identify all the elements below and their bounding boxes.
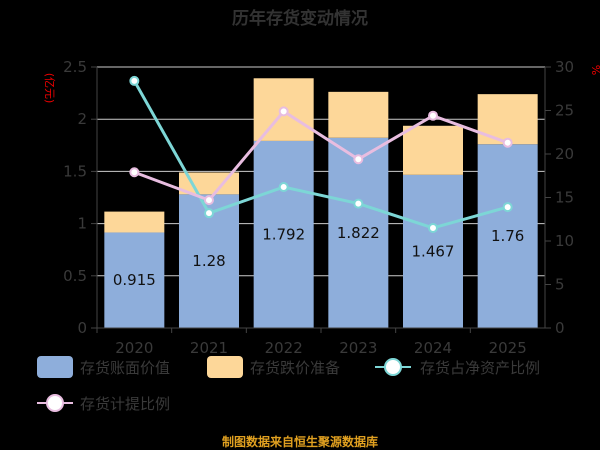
- source-footer: 制图数据来自恒生聚源数据库: [222, 434, 378, 449]
- line-net-asset-ratio: [133, 80, 509, 230]
- point-provision-ratio: [278, 106, 289, 117]
- y-left-tick-label: 2: [77, 110, 87, 128]
- legend-marker-net-asset-ratio: [384, 358, 402, 376]
- legend-provision-ratio[interactable]: 存货计提比例: [80, 395, 170, 413]
- x-tick-label: 2025: [489, 339, 527, 357]
- y-left-tick-label: 1.5: [63, 162, 87, 180]
- bar-impairment: [328, 91, 389, 138]
- point-provision-ratio: [502, 137, 513, 148]
- legend-book-value[interactable]: 存货账面价值: [80, 359, 170, 377]
- y-left-tick-label: 0: [77, 319, 87, 337]
- bar-impairment: [403, 125, 463, 175]
- bar-value-label: 0.915: [113, 271, 156, 289]
- point-net-asset-ratio: [502, 202, 513, 213]
- legend-swatch-book-value: [37, 356, 73, 378]
- y-right-tick-label: 10: [555, 232, 574, 250]
- y-right-tick-label: 25: [555, 102, 574, 120]
- point-provision-ratio: [353, 154, 364, 165]
- bar-book-value: [104, 232, 165, 328]
- bar-value-label: 1.822: [337, 224, 380, 242]
- y-right-tick-label: 0: [555, 319, 565, 337]
- bar-book-value: [477, 144, 538, 328]
- point-provision-ratio: [428, 110, 438, 121]
- y-left-tick-label: 2.5: [63, 58, 87, 76]
- point-net-asset-ratio: [428, 222, 438, 233]
- chart-title: 历年存货变动情况: [232, 8, 368, 29]
- x-tick-label: 2021: [190, 339, 228, 357]
- bar-value-label: 1.792: [262, 225, 305, 243]
- bar-book-value: [253, 140, 314, 328]
- legend-impairment[interactable]: 存货跌价准备: [250, 359, 340, 377]
- point-provision-ratio: [204, 195, 214, 206]
- legend-marker-provision-ratio: [46, 394, 64, 412]
- y-left-tick-label: 0.5: [63, 267, 87, 285]
- y-left-tick-label: 1: [77, 215, 87, 233]
- bar-book-value: [328, 137, 389, 328]
- bar-value-label: 1.76: [491, 227, 524, 245]
- x-tick-label: 2022: [265, 339, 303, 357]
- point-net-asset-ratio: [204, 208, 214, 219]
- x-tick-label: 2020: [115, 339, 153, 357]
- bar-value-label: 1.28: [192, 252, 225, 270]
- y-right-tick-label: 20: [555, 145, 574, 163]
- legend-net-asset-ratio[interactable]: 存货占净资产比例: [420, 359, 540, 377]
- bar-book-value: [403, 174, 463, 328]
- line-provision-ratio: [133, 109, 509, 202]
- point-net-asset-ratio: [353, 198, 364, 209]
- y-right-tick-label: 15: [555, 189, 574, 207]
- legend-swatch-impairment: [207, 356, 243, 378]
- y-right-tick-label: 5: [555, 276, 565, 294]
- x-tick-label: 2023: [339, 339, 377, 357]
- y-left-label: (亿元): [43, 73, 56, 104]
- bar-impairment: [104, 211, 165, 233]
- x-tick-label: 2024: [414, 339, 452, 357]
- point-provision-ratio: [129, 167, 140, 178]
- point-net-asset-ratio: [129, 75, 140, 86]
- bar-value-label: 1.467: [412, 242, 455, 260]
- y-right-label: %: [589, 65, 600, 75]
- bar-impairment: [477, 94, 538, 145]
- point-net-asset-ratio: [278, 182, 289, 193]
- y-right-tick-label: 30: [555, 58, 574, 76]
